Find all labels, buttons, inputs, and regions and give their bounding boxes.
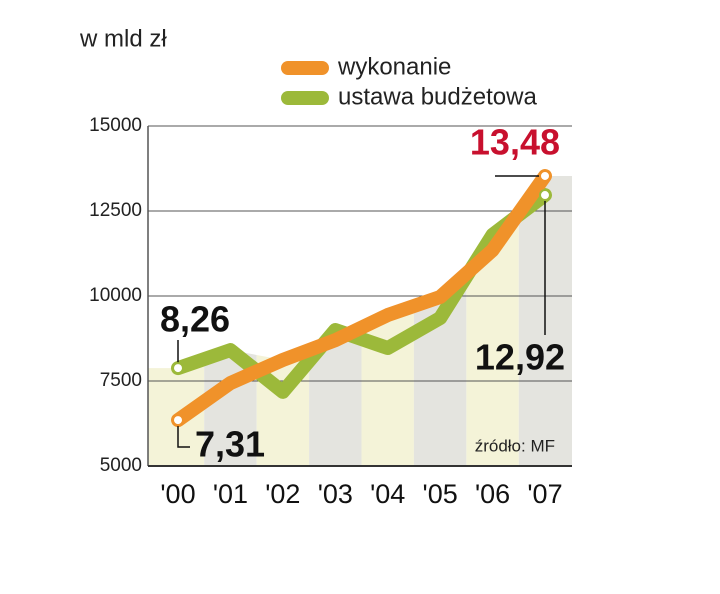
point-marker: [539, 169, 551, 182]
annotation: 12,92: [475, 337, 565, 378]
point-marker: [172, 362, 184, 375]
y-tick-label: 12500: [89, 200, 142, 221]
x-tick-label: '05: [423, 479, 458, 509]
y-tick-label: 7500: [100, 370, 142, 391]
x-tick-label: '04: [370, 479, 405, 509]
x-tick-label: '00: [160, 479, 195, 509]
series-line: [171, 168, 552, 428]
x-tick-label: '01: [213, 479, 248, 509]
legend-label: wykonanie: [337, 53, 451, 80]
legend-label: ustawa budżetowa: [338, 83, 537, 110]
annotation: 13,48: [470, 122, 560, 163]
x-tick-label: '06: [475, 479, 510, 509]
y-tick-label: 5000: [100, 455, 142, 476]
point-marker: [539, 189, 551, 202]
x-tick-label: '07: [527, 479, 562, 509]
unit-label: w mld zł: [79, 25, 167, 52]
point-marker: [172, 414, 184, 427]
annotation: 8,26: [160, 299, 230, 340]
x-tick-label: '03: [318, 479, 353, 509]
y-tick-label: 10000: [89, 285, 142, 306]
x-tick-label: '02: [265, 479, 300, 509]
annotation: 7,31: [195, 424, 265, 465]
source: źródło: MF: [475, 436, 555, 455]
y-tick-label: 15000: [89, 115, 142, 136]
leader-line: [177, 420, 190, 448]
